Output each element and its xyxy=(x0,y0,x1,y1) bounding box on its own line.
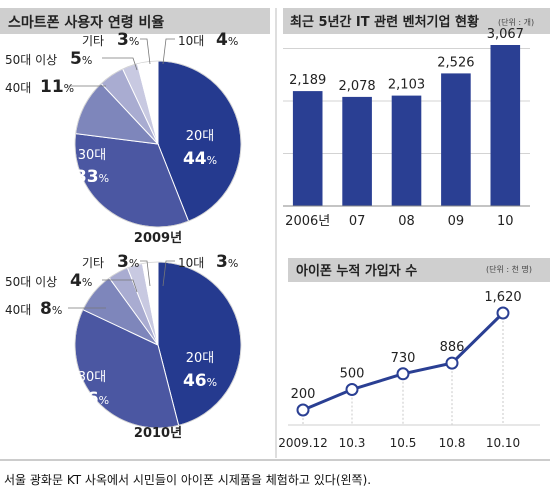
pie-label-30s-name: 30대 xyxy=(78,148,107,163)
line-point-0 xyxy=(296,403,310,417)
bar-unit: (단위 : 개) xyxy=(498,17,534,27)
bar-category-label: 2006년 xyxy=(285,214,330,229)
line-point-1 xyxy=(345,383,359,396)
bar-2 xyxy=(391,95,422,206)
pie-year-label: 2010년 xyxy=(134,426,182,441)
pie-label-40s-value: 11% xyxy=(40,77,74,97)
line-value-label: 886 xyxy=(440,340,465,355)
bar-value-label: 2,189 xyxy=(289,73,326,88)
pie-leader-10s xyxy=(162,38,175,65)
pie-outline xyxy=(74,261,242,429)
pie-label-other-value: 3% xyxy=(117,252,139,272)
pie-label-40s-name: 40대 xyxy=(5,81,31,95)
pie-label-20s-name: 20대 xyxy=(186,129,215,144)
line-unit: (단위 : 천 명) xyxy=(486,264,532,274)
bar-category-label: 09 xyxy=(448,214,465,229)
pie-label-40s-name: 40대 xyxy=(5,303,31,317)
pie-label-50s-plus-name: 50대 이상 xyxy=(5,275,57,289)
pie-label-50s-plus-name: 50대 이상 xyxy=(5,53,57,67)
pie-leader-50s-plus xyxy=(102,279,138,293)
pie-year-label: 2009년 xyxy=(134,231,182,246)
line-point-3 xyxy=(445,356,459,370)
pie-label-40s-value: 8% xyxy=(40,299,62,319)
pie-title-band xyxy=(0,8,270,34)
bar-value-label: 2,103 xyxy=(388,78,425,93)
bar-category-label: 10 xyxy=(497,214,514,229)
line-title-band xyxy=(288,258,550,282)
pie-title: 스마트폰 사용자 연령 비율 xyxy=(8,14,164,31)
pie-leader-other xyxy=(140,260,151,287)
pie-label-20s-value: 44% xyxy=(183,149,217,169)
pie-leader-10s xyxy=(162,260,175,287)
pie-label-10s-name: 10대 xyxy=(178,34,204,48)
pie-label-other-value: 3% xyxy=(117,30,139,50)
pie-label-other-name: 기타 xyxy=(82,256,104,270)
bar-value-label: 2,078 xyxy=(338,79,375,94)
bar-value-label: 2,526 xyxy=(437,55,474,70)
pie-label-30s-name: 30대 xyxy=(78,370,107,385)
line-x-label: 2009.12 xyxy=(278,436,328,450)
bar-4 xyxy=(490,45,521,206)
line-x-label: 10.5 xyxy=(390,436,417,450)
bar-title: 최근 5년간 IT 관련 벤처기업 현황 xyxy=(290,14,479,30)
pie-label-10s-name: 10대 xyxy=(178,256,204,270)
pie-label-10s-value: 3% xyxy=(216,252,238,272)
bar-0 xyxy=(292,91,323,206)
pie-label-50s-plus-value: 5% xyxy=(70,49,92,69)
line-x-label: 10.10 xyxy=(486,436,520,450)
pie-2009: 20대 44% 30대 33% 40대 11% 50대 이상 5%기타 3% 10대 4% 2009년 xyxy=(5,30,242,246)
pie-label-50s-plus-value: 4% xyxy=(70,271,92,291)
bar-value-label: 3,067 xyxy=(487,27,524,42)
pie-label-30s-value: 33% xyxy=(75,167,109,187)
bar-1 xyxy=(342,96,372,206)
pie-leader-other xyxy=(140,38,151,65)
pie-2010: 20대 46% 30대 36% 40대 8% 50대 이상 4%기타 3% 10대 3% 2010년 xyxy=(5,252,242,441)
pie-label-20s-value: 46% xyxy=(183,371,217,391)
bar-3 xyxy=(441,73,471,207)
line-x-label: 10.8 xyxy=(439,436,466,450)
bar-category-label: 07 xyxy=(349,214,366,229)
bar-category-label: 08 xyxy=(398,214,415,229)
pie-label-30s-value: 36% xyxy=(75,389,109,409)
pie-label-20s-name: 20대 xyxy=(186,351,215,366)
pie-outline xyxy=(74,60,242,228)
line-point-2 xyxy=(396,367,410,381)
line-x-label: 10.3 xyxy=(339,436,366,450)
pie-label-other-name: 기타 xyxy=(82,34,104,48)
line-value-label: 730 xyxy=(391,351,416,366)
line-title: 아이폰 누적 가입자 수 xyxy=(296,263,417,279)
line-point-4 xyxy=(496,306,510,320)
line-chart: 200 2009.12 500 10.3 730 10.5 886 10.8 1,620 10.1… xyxy=(278,290,540,450)
bar-title-band xyxy=(283,8,550,34)
caption-text: 서울 광화문 KT 사옥에서 시민들이 아이폰 시제품을 체험하고 있다(왼쪽)… xyxy=(4,473,371,487)
line-value-label: 1,620 xyxy=(484,290,521,305)
bar-chart: 2,189 2006년 2,078 07 2,103 08 2,526 09 3,067 10 xyxy=(283,27,530,229)
line-value-label: 200 xyxy=(291,387,316,402)
pie-label-10s-value: 4% xyxy=(216,30,238,50)
pie-leader-50s-plus xyxy=(102,57,138,71)
line-value-label: 500 xyxy=(340,367,365,382)
